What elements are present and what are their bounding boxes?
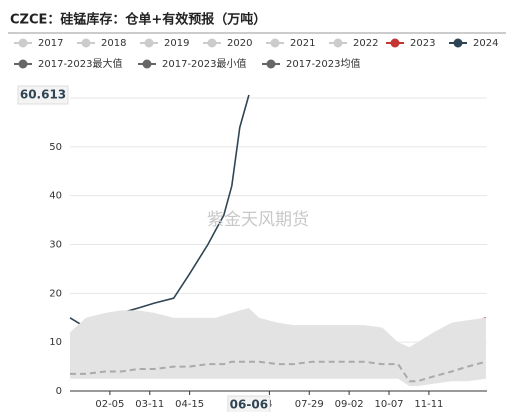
pointer-y-label: 60.613 xyxy=(20,88,66,102)
legend-inactive-icon-dot xyxy=(81,38,91,48)
band-area xyxy=(70,378,486,391)
legend-label[interactable]: 2017-2023最小值 xyxy=(162,57,247,70)
legend-icon-dot xyxy=(266,59,276,69)
legend-inactive-label[interactable]: 2022 xyxy=(353,38,378,49)
legend-icon-dot xyxy=(453,38,463,48)
legend-inactive-icon-dot xyxy=(18,38,28,48)
legend-inactive-icon-dot xyxy=(270,38,280,48)
legend-inactive-label[interactable]: 2021 xyxy=(290,38,315,49)
legend-label[interactable]: 2017-2023最大值 xyxy=(38,57,123,70)
legend-icon-dot xyxy=(18,59,28,69)
legend-inactive-icon-dot xyxy=(207,38,217,48)
pointer-y-box xyxy=(17,85,69,105)
legend-icon-dot xyxy=(390,38,400,48)
y-tick-label: 50 xyxy=(49,142,62,153)
legend-label[interactable]: 2023 xyxy=(410,38,435,49)
chart-title: CZCE：硅锰库存：仓单+有效预报（万吨） xyxy=(10,12,266,28)
legend-icon-dot xyxy=(142,59,152,69)
y-tick-label: 40 xyxy=(49,191,62,202)
legend-inactive-label[interactable]: 2020 xyxy=(227,38,252,49)
average-line xyxy=(70,360,487,383)
legend-inactive-label[interactable]: 2017 xyxy=(38,38,63,49)
y-tick-label: 30 xyxy=(49,240,62,251)
x-tick-label: 03-11 xyxy=(135,399,164,410)
x-tick-label: 10-07 xyxy=(374,399,403,410)
legend-inactive-label[interactable]: 2019 xyxy=(164,38,189,49)
x-tick-label: 02-05 xyxy=(95,399,124,410)
legend-inactive-icon-dot xyxy=(144,38,154,48)
legend-label[interactable]: 2017-2023均值 xyxy=(286,57,361,70)
x-tick-label: 11-11 xyxy=(414,399,443,410)
y-tick-label: 0 xyxy=(56,386,62,397)
x-tick-label: 09-02 xyxy=(335,399,364,410)
pointer-x-label: 06-06 xyxy=(230,398,268,412)
y-tick-label: 20 xyxy=(49,288,62,299)
legend-inactive-icon-dot xyxy=(333,38,343,48)
x-tick-label: 04-15 xyxy=(175,399,204,410)
band-area xyxy=(70,308,486,391)
legend-label[interactable]: 2024 xyxy=(473,38,498,49)
x-tick-label: 07-29 xyxy=(295,399,324,410)
y-tick-label: 10 xyxy=(49,337,62,348)
watermark: 紫金天风期货 xyxy=(207,210,309,230)
legend-inactive-label[interactable]: 2018 xyxy=(101,38,126,49)
